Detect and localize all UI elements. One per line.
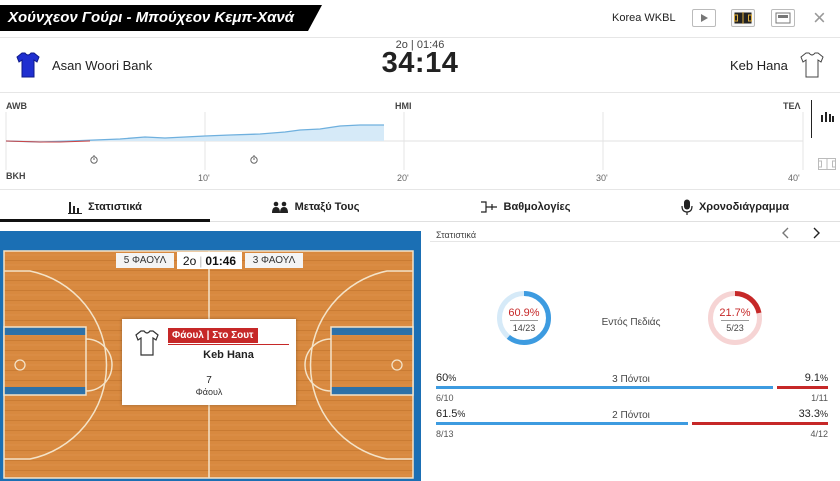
home-fg-frac: 14/23 xyxy=(512,323,536,333)
away-jersey-icon xyxy=(800,52,824,78)
bracket-icon xyxy=(480,200,497,213)
court-icon[interactable] xyxy=(818,158,836,170)
tab-label: Βαθμολογίες xyxy=(503,200,571,213)
away-fg-pct: 21.7% xyxy=(719,307,751,319)
tick-30: 30' xyxy=(596,173,608,183)
tab-label: Μεταξύ Τους xyxy=(294,200,360,213)
court-view-button[interactable] xyxy=(731,9,755,27)
divider xyxy=(811,100,812,138)
2pt-bar xyxy=(436,422,828,425)
away-3pt-bar xyxy=(777,386,828,389)
away-2pt-frac: 4/12 xyxy=(810,429,828,439)
tab-bar: Στατιστικά Μεταξύ Τους Βαθμολογίες Χρονο… xyxy=(0,191,840,222)
event-divider xyxy=(168,344,289,345)
away-3pt-frac: 1/11 xyxy=(811,393,828,403)
away-fg-frac: 5/23 xyxy=(726,323,744,333)
people-icon xyxy=(271,201,288,213)
court-period: 2o xyxy=(182,253,197,268)
layout-icon xyxy=(775,12,791,24)
stats-panel: Στατιστικά 60.9% 14/23 Εντός Πεδιάς 21.7… xyxy=(430,222,840,481)
microphone-icon xyxy=(681,199,693,215)
home-3pt-bar xyxy=(436,386,773,389)
play-icon xyxy=(701,14,708,22)
timeout-marker-icon xyxy=(90,155,98,164)
divider xyxy=(430,241,840,242)
stats-header: Στατιστικά xyxy=(436,230,477,240)
match-title-banner: Χούνχεον Γούρι - Μπούχεον Κεμπ-Χανά xyxy=(0,5,322,31)
away-team-name[interactable]: Keb Hana xyxy=(730,58,788,73)
tab-label: Χρονοδιάγραμμα xyxy=(698,200,790,213)
3pt-label: 3 Πόντοι xyxy=(612,374,650,385)
divider xyxy=(721,320,749,321)
match-score: 34:14 xyxy=(381,47,459,79)
tick-20: 20' xyxy=(397,173,409,183)
home-fouls: 5 ΦΑΟΥΛ xyxy=(116,253,174,268)
home-team-name[interactable]: Asan Woori Bank xyxy=(52,58,153,73)
away-fouls: 3 ΦΑΟΥΛ xyxy=(245,253,303,268)
match-title: Χούνχεον Γούρι - Μπούχεον Κεμπ-Χανά xyxy=(8,9,295,26)
tab-standings[interactable]: Βαθμολογίες xyxy=(420,191,630,222)
away-jersey-icon xyxy=(135,330,159,356)
home-jersey-icon xyxy=(16,52,40,78)
end-label: ΤΕΛ xyxy=(783,101,801,111)
home-2pt-pct: 61.5% xyxy=(436,408,466,420)
home-fg-pct: 60.9% xyxy=(508,307,540,319)
home-abbr: AWB xyxy=(6,101,27,111)
event-team: Keb Hana xyxy=(203,349,254,361)
event-card: Φάουλ | Στο Σουτ Keb Hana 7 Φάουλ xyxy=(122,319,296,405)
event-title: Φάουλ | Στο Σουτ xyxy=(168,328,258,343)
home-3pt-pct: 60% xyxy=(436,372,457,384)
half-label: HMI xyxy=(395,101,412,111)
period-clock: 2o | 01:46 xyxy=(395,39,445,51)
layout-button[interactable] xyxy=(771,9,795,27)
court-time: 01:46 xyxy=(205,253,237,268)
basketball-court xyxy=(3,250,414,479)
tab-timeline[interactable]: Χρονοδιάγραμμα xyxy=(630,191,840,222)
away-2pt-pct: 33.3% xyxy=(798,408,828,420)
momentum-chart xyxy=(5,112,804,170)
court-icon xyxy=(734,12,752,24)
close-icon[interactable]: × xyxy=(813,5,826,30)
league-name[interactable]: Korea WKBL xyxy=(612,12,676,24)
away-fg-donut xyxy=(708,291,762,345)
event-count-label: Φάουλ xyxy=(195,387,223,397)
tick-40: 40' xyxy=(788,173,800,183)
tab-label: Στατιστικά xyxy=(88,200,142,213)
bar-chart-icon[interactable] xyxy=(820,110,834,122)
court-clock: 2o | 01:46 xyxy=(177,252,242,269)
court-view: 5 ΦΑΟΥΛ 2o | 01:46 3 ΦΑΟΥΛ Φάουλ | Στο Σ… xyxy=(0,231,421,481)
top-bar: Χούνχεον Γούρι - Μπούχεον Κεμπ-Χανά Kore… xyxy=(0,0,840,38)
tick-10: 10' xyxy=(198,173,210,183)
away-3pt-pct: 9.1% xyxy=(804,372,828,384)
fg-label: Εντός Πεδιάς xyxy=(601,317,661,328)
chevron-left-icon[interactable] xyxy=(781,227,791,239)
active-tab-indicator xyxy=(0,219,210,222)
bar-chart-icon xyxy=(68,201,83,214)
3pt-bar xyxy=(436,386,828,389)
timeout-marker-icon xyxy=(250,155,258,164)
away-2pt-bar xyxy=(692,422,828,425)
scoreboard: Asan Woori Bank 2o | 01:46 34:14 Keb Han… xyxy=(0,38,840,93)
home-fg-donut xyxy=(497,291,551,345)
tab-statistics[interactable]: Στατιστικά xyxy=(0,191,210,222)
event-count: 7 xyxy=(206,375,212,386)
home-2pt-bar xyxy=(436,422,688,425)
divider xyxy=(510,320,538,321)
tab-head-to-head[interactable]: Μεταξύ Τους xyxy=(210,191,420,222)
match-timeline: AWB HMI ΤΕΛ BKH 10' 20' 30' 40' xyxy=(0,94,840,190)
away-abbr: BKH xyxy=(6,171,26,181)
chevron-right-icon[interactable] xyxy=(811,227,821,239)
2pt-label: 2 Πόντοι xyxy=(612,410,650,421)
home-2pt-frac: 8/13 xyxy=(436,429,454,439)
home-3pt-frac: 6/10 xyxy=(436,393,454,403)
video-button[interactable] xyxy=(692,9,716,27)
